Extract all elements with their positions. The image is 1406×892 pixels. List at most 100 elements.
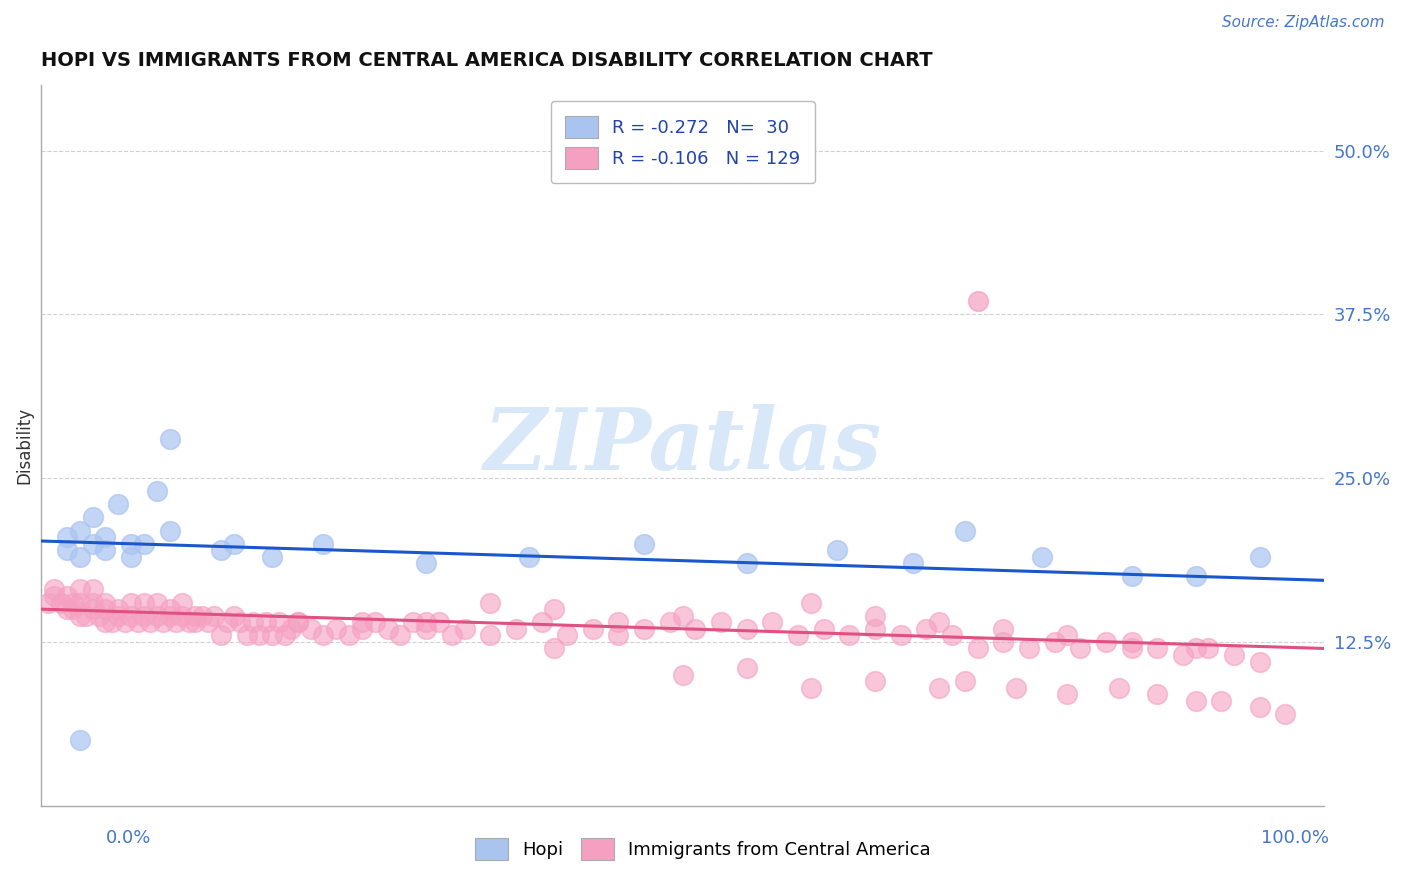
Point xyxy=(222,536,245,550)
Point xyxy=(377,622,399,636)
Point xyxy=(197,615,219,630)
Point xyxy=(44,589,66,603)
Point xyxy=(543,641,565,656)
Point xyxy=(107,497,129,511)
Text: ZIPatlas: ZIPatlas xyxy=(484,404,882,487)
Text: 100.0%: 100.0% xyxy=(1261,829,1329,847)
Point xyxy=(82,582,104,597)
Point xyxy=(389,628,412,642)
Point xyxy=(735,622,758,636)
Point xyxy=(145,484,167,499)
Point xyxy=(299,622,322,636)
Point xyxy=(145,596,167,610)
Point xyxy=(69,608,91,623)
Point xyxy=(69,524,91,538)
Point xyxy=(204,608,226,623)
Point xyxy=(658,615,681,630)
Point xyxy=(993,622,1015,636)
Point xyxy=(1171,648,1194,662)
Point xyxy=(262,628,284,642)
Point xyxy=(1223,648,1246,662)
Point xyxy=(120,549,142,564)
Point xyxy=(114,615,136,630)
Point xyxy=(530,615,553,630)
Point xyxy=(172,596,194,610)
Point xyxy=(56,589,79,603)
Point xyxy=(120,536,142,550)
Point xyxy=(517,549,540,564)
Point xyxy=(159,432,181,446)
Point xyxy=(1211,694,1233,708)
Point xyxy=(107,602,129,616)
Point xyxy=(101,615,124,630)
Point xyxy=(62,596,84,610)
Point xyxy=(242,615,264,630)
Point xyxy=(190,608,212,623)
Point xyxy=(1198,641,1220,656)
Point xyxy=(94,596,117,610)
Point xyxy=(267,615,290,630)
Point xyxy=(312,628,335,642)
Point xyxy=(479,596,502,610)
Point xyxy=(217,615,239,630)
Point xyxy=(928,681,950,695)
Point xyxy=(94,543,117,558)
Point xyxy=(672,667,695,681)
Point xyxy=(440,628,463,642)
Point xyxy=(453,622,475,636)
Point xyxy=(672,608,695,623)
Point xyxy=(1056,628,1078,642)
Point xyxy=(235,628,257,642)
Point xyxy=(633,536,655,550)
Point xyxy=(350,622,373,636)
Point xyxy=(139,615,162,630)
Point xyxy=(152,615,174,630)
Point xyxy=(82,602,104,616)
Point xyxy=(222,608,245,623)
Point xyxy=(1043,635,1066,649)
Point xyxy=(312,536,335,550)
Point xyxy=(184,608,207,623)
Point xyxy=(94,602,117,616)
Point xyxy=(1146,687,1168,701)
Point xyxy=(49,596,72,610)
Point xyxy=(287,615,309,630)
Point xyxy=(582,622,605,636)
Point xyxy=(1056,687,1078,701)
Point xyxy=(825,543,848,558)
Point xyxy=(62,602,84,616)
Point xyxy=(735,556,758,570)
Text: HOPI VS IMMIGRANTS FROM CENTRAL AMERICA DISABILITY CORRELATION CHART: HOPI VS IMMIGRANTS FROM CENTRAL AMERICA … xyxy=(41,51,934,70)
Point xyxy=(685,622,707,636)
Point xyxy=(1069,641,1091,656)
Point xyxy=(415,615,437,630)
Point xyxy=(337,628,360,642)
Point xyxy=(159,602,181,616)
Point xyxy=(863,622,886,636)
Point xyxy=(1249,549,1271,564)
Point xyxy=(132,596,155,610)
Point xyxy=(710,615,733,630)
Point xyxy=(863,608,886,623)
Point xyxy=(1184,641,1206,656)
Point xyxy=(427,615,450,630)
Point xyxy=(607,615,630,630)
Point xyxy=(159,524,181,538)
Point xyxy=(890,628,912,642)
Point xyxy=(966,641,988,656)
Point xyxy=(44,582,66,597)
Point xyxy=(262,549,284,564)
Point xyxy=(37,596,59,610)
Point xyxy=(863,674,886,689)
Point xyxy=(966,294,988,309)
Point xyxy=(132,608,155,623)
Point xyxy=(274,628,297,642)
Point xyxy=(364,615,387,630)
Point xyxy=(1121,569,1143,583)
Point xyxy=(82,510,104,524)
Point xyxy=(69,549,91,564)
Point xyxy=(287,615,309,630)
Point xyxy=(159,608,181,623)
Y-axis label: Disability: Disability xyxy=(15,407,32,484)
Point xyxy=(56,543,79,558)
